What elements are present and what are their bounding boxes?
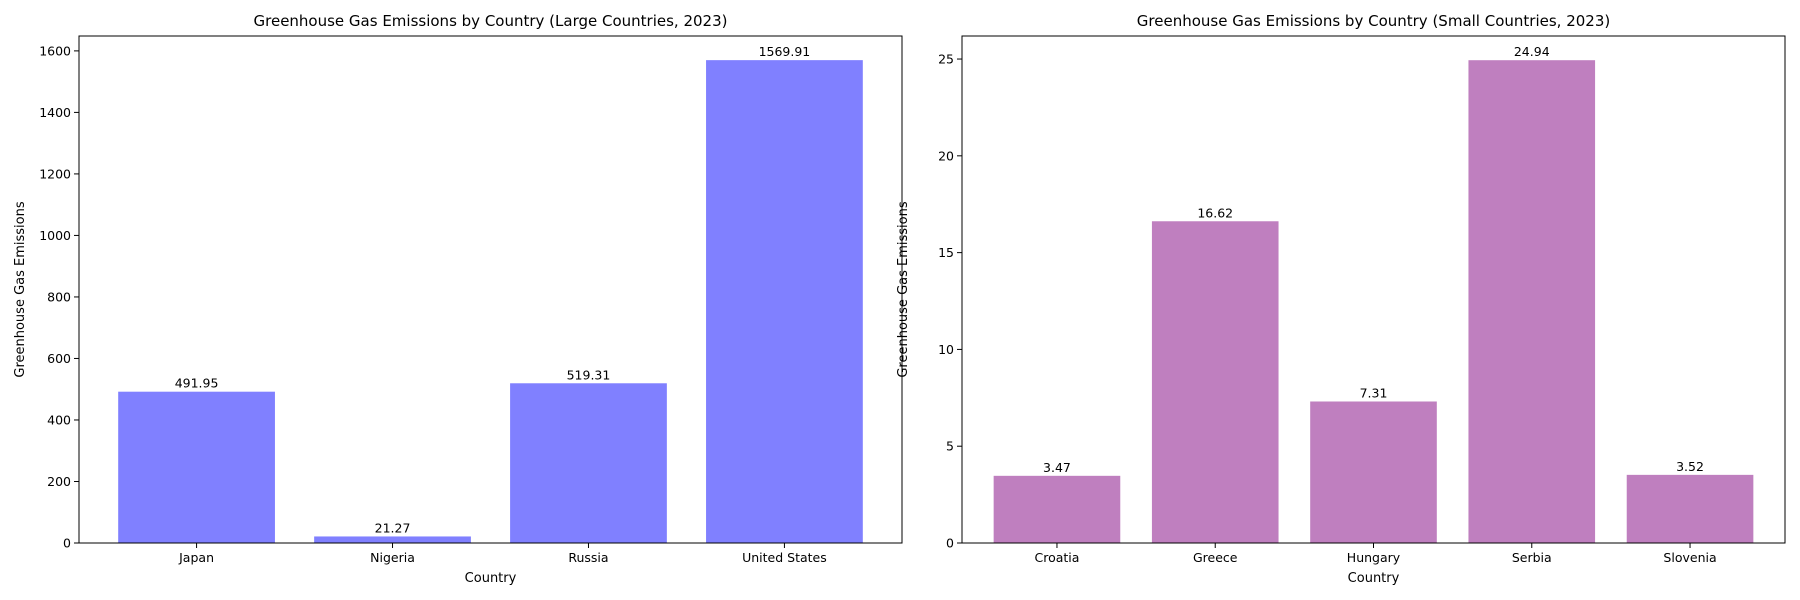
bar-united-states: [706, 60, 863, 544]
bar-value-label: 16.62: [1197, 205, 1233, 220]
x-tick-label: Serbia: [1512, 550, 1552, 565]
bar-russia: [510, 383, 667, 543]
bar-serbia: [1468, 60, 1596, 543]
bar-slovenia: [1626, 474, 1754, 543]
y-axis-label: Greenhouse Gas Emissions: [896, 201, 911, 377]
y-tick-label: 200: [47, 474, 71, 489]
y-axis-label: Greenhouse Gas Emissions: [13, 201, 28, 377]
y-tick-label: 1200: [39, 166, 71, 181]
x-tick-label: Nigeria: [370, 550, 415, 565]
y-tick-label: 1600: [39, 43, 71, 58]
y-tick-label: 800: [47, 289, 71, 304]
y-tick-label: 10: [938, 342, 954, 357]
y-tick-label: 0: [63, 536, 71, 551]
x-tick-label: Japan: [178, 550, 214, 565]
y-tick-label: 600: [47, 351, 71, 366]
y-tick-label: 25: [938, 52, 954, 67]
bar-nigeria: [314, 536, 471, 543]
y-tick-label: 5: [946, 439, 954, 454]
y-tick-label: 1400: [39, 105, 71, 120]
bar-value-label: 1569.91: [759, 44, 811, 59]
x-tick-label: Russia: [568, 550, 608, 565]
chart-large-countries: Greenhouse Gas Emissions by Country (Lar…: [13, 12, 903, 586]
bar-greece: [1151, 221, 1279, 543]
chart-title: Greenhouse Gas Emissions by Country (Lar…: [254, 12, 728, 30]
bar-value-label: 3.52: [1676, 459, 1704, 474]
bar-japan: [118, 391, 275, 543]
x-tick-label: Hungary: [1347, 550, 1401, 565]
y-tick-label: 15: [938, 245, 954, 260]
bar-value-label: 24.94: [1514, 44, 1550, 59]
bar-hungary: [1310, 401, 1437, 543]
bar-value-label: 21.27: [375, 520, 411, 535]
x-axis-label: Country: [465, 571, 517, 586]
x-tick-label: Croatia: [1034, 550, 1079, 565]
y-tick-label: 1000: [39, 228, 71, 243]
bar-value-label: 3.47: [1043, 460, 1071, 475]
x-tick-label: Slovenia: [1663, 550, 1716, 565]
y-tick-label: 20: [938, 148, 954, 163]
bar-value-label: 7.31: [1360, 385, 1388, 400]
x-tick-label: United States: [742, 550, 827, 565]
y-tick-label: 0: [946, 536, 954, 551]
chart-small-countries: Greenhouse Gas Emissions by Country (Sma…: [896, 12, 1786, 586]
chart-title: Greenhouse Gas Emissions by Country (Sma…: [1137, 12, 1610, 30]
bar-value-label: 491.95: [175, 376, 219, 391]
y-tick-label: 400: [47, 412, 71, 427]
plot-frame: [78, 35, 903, 544]
bar-value-label: 519.31: [567, 367, 611, 382]
x-axis-label: Country: [1348, 571, 1400, 586]
bar-croatia: [993, 475, 1121, 543]
x-tick-label: Greece: [1193, 550, 1238, 565]
